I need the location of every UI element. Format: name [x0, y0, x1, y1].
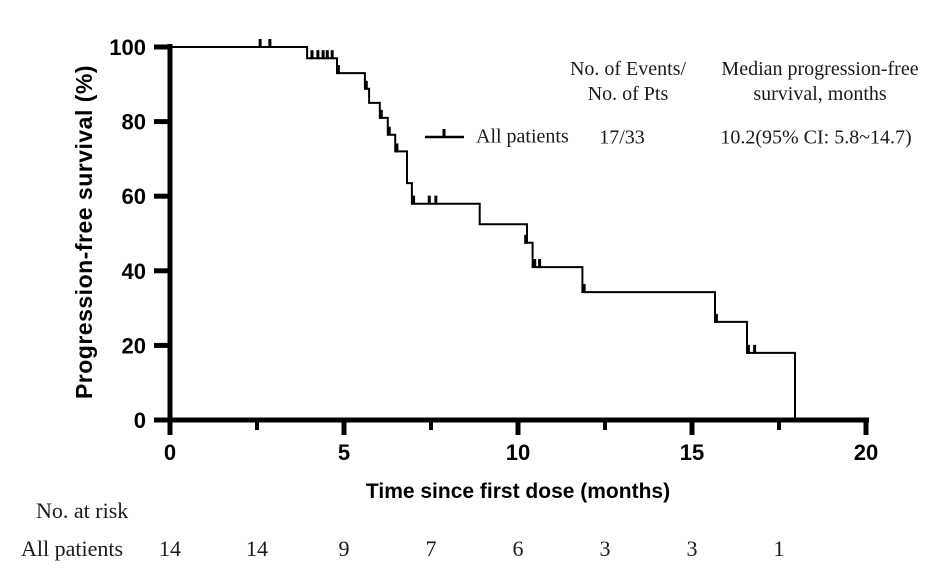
legend-events-value: 17/33: [599, 126, 645, 149]
legend-events-header-line2: No. of Pts: [587, 83, 669, 105]
at-risk-count: 1: [773, 536, 785, 561]
x-tick-label: 15: [680, 440, 704, 465]
at-risk-count: 14: [246, 536, 268, 561]
all-patients-line-symbol: [425, 129, 464, 139]
at-risk-count: 7: [425, 536, 437, 561]
x-axis-title: Time since first dose (months): [366, 480, 670, 503]
km-curve: [170, 46, 796, 420]
x-tick-label: 20: [854, 440, 878, 465]
y-tick-label: 0: [134, 408, 146, 433]
at-risk-title: No. at risk: [36, 498, 129, 523]
legend-median-header-line2: survival, months: [753, 83, 887, 105]
at-risk-count: 3: [599, 536, 611, 561]
y-tick-label: 60: [122, 184, 146, 209]
x-tick-label: 5: [338, 440, 350, 465]
at-risk-count: 6: [512, 536, 524, 561]
x-tick-label: 0: [164, 440, 176, 465]
axes: 0 20 40 60 80 100 0 5 10 15 20: [109, 35, 878, 465]
y-tick-label: 40: [122, 259, 146, 284]
legend-events-header: No. of Events/ No. of Pts: [570, 57, 686, 107]
y-tick-label: 80: [122, 110, 146, 135]
legend-median-header-line1: Median progression-free: [721, 58, 919, 80]
y-tick-label: 100: [109, 35, 146, 60]
legend-median-header: Median progression-free survival, months: [721, 57, 918, 107]
survival-curve-layer: [170, 39, 796, 420]
at-risk-count: 14: [159, 536, 181, 561]
legend-median-value: 10.2(95% CI: 5.8~14.7): [720, 126, 912, 149]
at-risk-count: 9: [338, 536, 350, 561]
legend-series-label: All patients: [476, 125, 569, 148]
x-tick-label: 10: [506, 440, 530, 465]
at-risk-row-label: All patients: [21, 536, 124, 561]
legend-events-header-line1: No. of Events/: [569, 58, 687, 80]
y-axis-title: Progression-free survival (%): [71, 65, 97, 399]
y-tick-label: 20: [122, 333, 146, 358]
at-risk-count: 3: [686, 536, 698, 561]
